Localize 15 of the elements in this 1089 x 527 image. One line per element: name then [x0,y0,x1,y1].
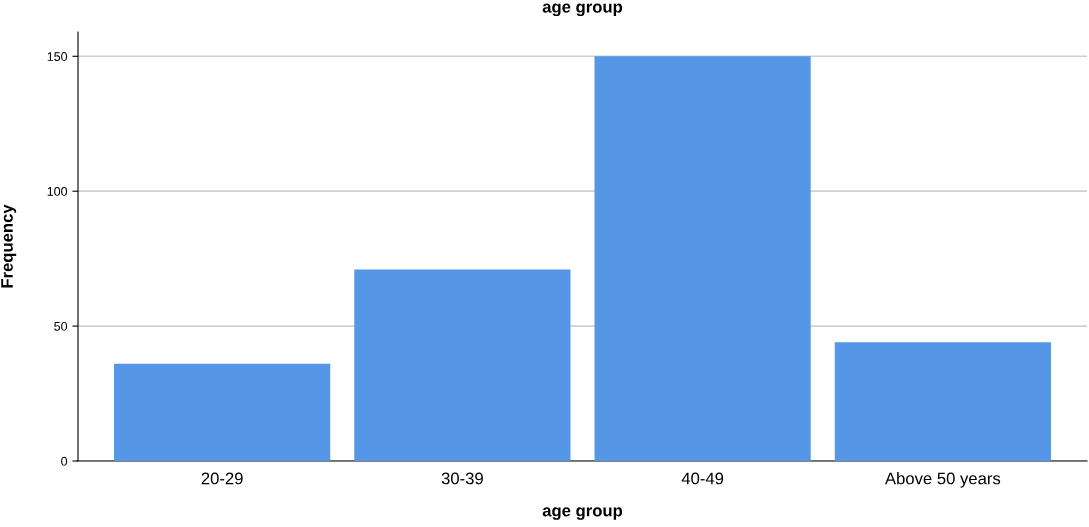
y-tick-label: 100 [47,186,68,196]
y-tick-label: 150 [47,52,68,61]
bar [114,363,331,461]
bar [354,269,571,461]
x-tick-label: 40-49 [681,472,724,485]
y-axis-title: Frequency [1,204,17,288]
x-tick-label: Above 50 years [884,472,1001,488]
x-tick-label: 20-29 [201,472,243,485]
bar [834,342,1051,461]
x-axis-title: age group [542,507,623,520]
y-tick-label: 50 [54,321,68,331]
chart-title: age group [542,3,623,17]
x-tick-label: 30-39 [441,472,483,485]
bar [594,56,811,461]
y-tick-label: 0 [61,456,68,466]
